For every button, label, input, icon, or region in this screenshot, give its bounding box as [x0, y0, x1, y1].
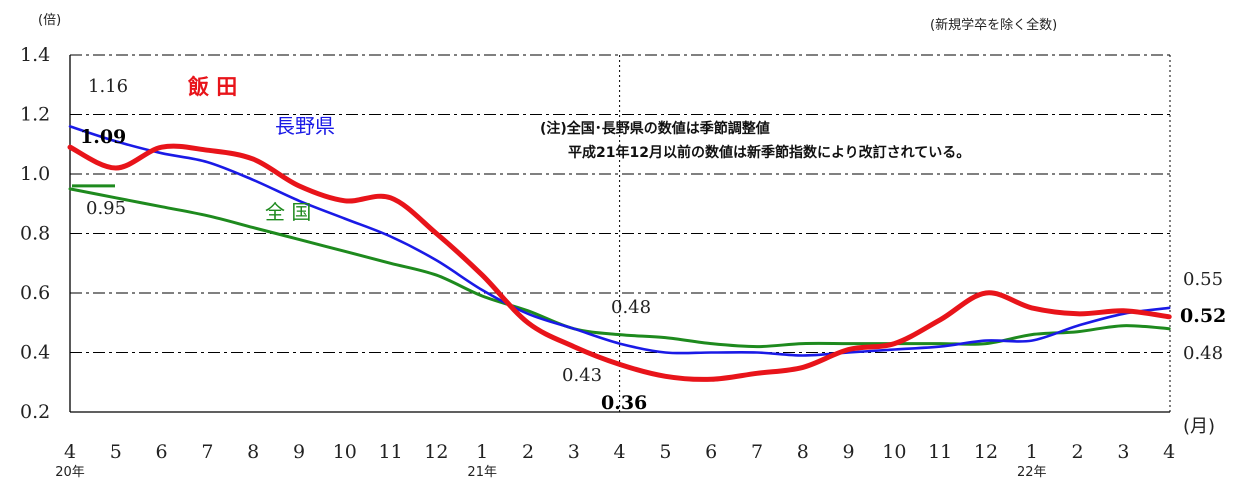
data-label-0-36: 0.36	[601, 392, 647, 414]
x-tick-16: 8	[797, 441, 809, 463]
x-tick-13: 5	[659, 441, 671, 463]
y-tick-0: 0.2	[20, 401, 50, 423]
year-label-1: 21年	[467, 465, 497, 480]
legend-zenkoku: 全 国	[265, 200, 311, 224]
x-tick-11: 3	[568, 441, 580, 463]
legend-iida: 飯 田	[187, 75, 237, 99]
y-tick-labels: 0.2 0.4 0.6 0.8 1.0 1.2 1.4	[20, 44, 50, 423]
legend-nagano: 長野県	[275, 114, 335, 138]
x-tick-19: 11	[928, 441, 952, 463]
year-label-0: 20年	[55, 465, 85, 480]
x-tick-4: 8	[247, 441, 259, 463]
y-unit-label: (倍)	[38, 13, 61, 28]
x-tick-22: 2	[1072, 441, 1084, 463]
data-label-0-52: 0.52	[1180, 305, 1226, 327]
x-tick-1: 5	[110, 441, 122, 463]
x-tick-6: 10	[333, 441, 357, 463]
note-line-1: (注)全国･長野県の数値は季節調整値	[540, 120, 770, 137]
x-unit-label: (月)	[1183, 416, 1215, 437]
y-tick-3: 0.8	[20, 223, 50, 245]
y-tick-6: 1.4	[20, 44, 50, 66]
series-line-2	[68, 187, 1171, 349]
series-lines	[67, 125, 1172, 382]
data-label-1-16: 1.16	[88, 76, 128, 97]
x-tick-15: 7	[751, 441, 763, 463]
x-tick-5: 9	[293, 441, 305, 463]
data-label-0-48-end: 0.48	[1183, 343, 1223, 364]
x-tick-8: 12	[424, 441, 448, 463]
x-tick-21: 1	[1026, 441, 1038, 463]
x-tick-0: 4	[64, 441, 76, 463]
grid-lines	[70, 54, 1171, 412]
x-tick-10: 2	[522, 441, 534, 463]
x-tick-23: 3	[1117, 441, 1129, 463]
x-tick-3: 7	[201, 441, 213, 463]
x-tick-20: 12	[974, 441, 998, 463]
series-line-1	[68, 125, 1171, 357]
y-tick-4: 1.0	[20, 163, 50, 185]
x-tick-14: 6	[705, 441, 717, 463]
year-label-2: 22年	[1017, 465, 1047, 480]
data-label-1-09: 1.09	[80, 126, 126, 148]
x-tick-17: 9	[843, 441, 855, 463]
x-tick-2: 6	[156, 441, 168, 463]
x-tick-12: 4	[614, 441, 626, 463]
year-labels: 20年 21年 22年	[55, 465, 1046, 480]
series-line-0	[67, 143, 1172, 382]
y-tick-2: 0.6	[20, 282, 50, 304]
data-label-0-48-mid: 0.48	[611, 297, 651, 318]
top-note: (新規学卒を除く全数)	[930, 17, 1057, 33]
data-label-0-55: 0.55	[1183, 269, 1223, 290]
x-tick-9: 1	[476, 441, 488, 463]
y-tick-1: 0.4	[20, 342, 50, 364]
note-line-2: 平成21年12月以前の数値は新季節指数により改訂されている。	[568, 144, 970, 161]
x-tick-24: 4	[1163, 441, 1175, 463]
x-tick-18: 10	[882, 441, 906, 463]
data-label-0-95: 0.95	[86, 198, 126, 219]
x-tick-7: 11	[379, 441, 403, 463]
data-label-0-43: 0.43	[562, 365, 602, 386]
x-tick-labels: 4 5 6 7 8 9 10 11 12 1 2 3 4 5 6 7 8 9 10 11 12 1 2 3 4	[64, 441, 1175, 463]
y-tick-5: 1.2	[20, 104, 50, 126]
